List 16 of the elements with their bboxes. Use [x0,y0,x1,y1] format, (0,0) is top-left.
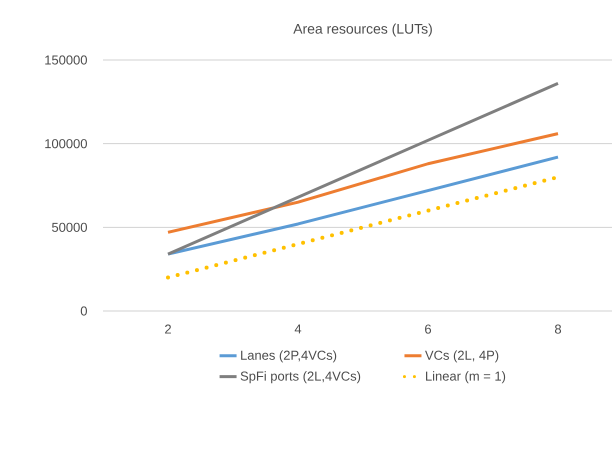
x-tick-label: 4 [294,324,302,334]
x-tick-label: 6 [425,324,432,334]
chart-title: Area resources (LUTs) [293,24,432,37]
y-tick-label: 50000 [52,222,87,232]
legend-label: Lanes (2P,4VCs) [241,350,336,362]
legend-label: VCs (2L, 4P) [425,350,498,362]
line-series [166,156,560,256]
y-tick-label: 150000 [45,55,87,65]
y-tick-label: 100000 [45,139,87,148]
x-tick-label: 8 [554,324,562,334]
line-series [166,132,560,234]
line-series [166,82,560,256]
y-tick-label: 0 [80,306,87,316]
legend-label: Linear (m = 1) [426,371,506,384]
legend-label: SpFi ports (2L,4VCs) [240,371,360,384]
x-tick-label: 2 [165,324,171,334]
